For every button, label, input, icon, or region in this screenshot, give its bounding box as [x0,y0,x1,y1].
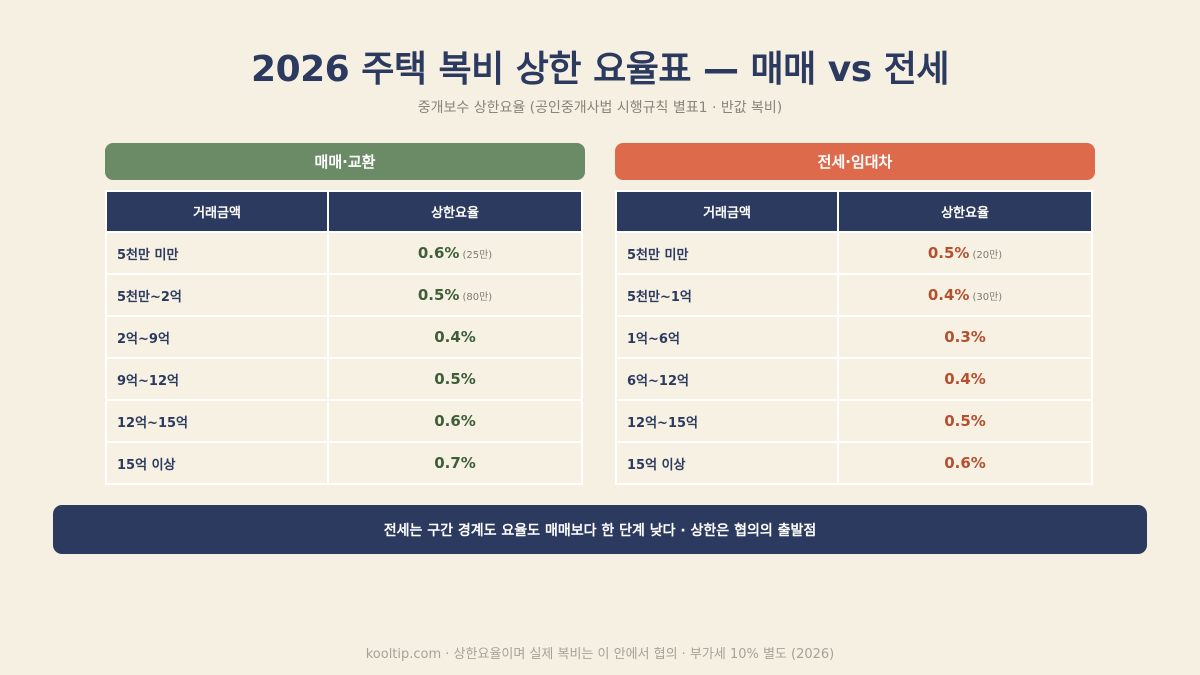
rate-value: 0.6% [434,412,476,430]
amount-range-cell: 5천만 미만 [105,231,329,275]
column-header-rate: 상한요율 [327,190,583,233]
rate-cell: 0.4% [327,315,583,359]
table-row: 6억~12억 0.4% [615,357,1093,401]
table-header-row: 거래금액 상한요율 [615,190,1093,233]
amount-range-cell: 15억 이상 [615,441,839,485]
rate-cell: 0.5% [837,399,1093,443]
rate-value: 0.6% [417,244,460,262]
table-row: 12억~15억 0.5% [615,399,1093,443]
rate-value: 0.6% [944,454,986,472]
table-header-row: 거래금액 상한요율 [105,190,583,233]
rate-cell: 0.4% [837,357,1093,401]
sale-panel: 매매·교환 거래금액 상한요율 5천만 미만 0.6% (25만) 5천만~2억 … [105,143,585,485]
rate-value: 0.5% [944,412,986,430]
sale-rate-table: 거래금액 상한요율 5천만 미만 0.6% (25만) 5천만~2억 0.5% (8… [105,190,583,485]
rate-cell: 0.6% [327,399,583,443]
page-title: 2026 주택 복비 상한 요율표 — 매매 vs 전세 [251,49,949,90]
page-subtitle: 중개보수 상한요율 (공인중개사법 시행규칙 별표1 · 반값 복비) [417,100,783,116]
rate-cell: 0.5% [327,357,583,401]
rate-value: 0.5% [434,370,476,388]
amount-range-cell: 9억~12억 [105,357,329,401]
jeonse-panel-header: 전세·임대차 [615,143,1095,180]
rate-cell: 0.6% [837,441,1093,485]
footer-note: kooltip.com · 상한요율이며 실제 복비는 이 안에서 협의 · 부… [365,647,835,662]
amount-range-cell: 15억 이상 [105,441,329,485]
table-row: 5천만~2억 0.5% (80만) [105,273,583,317]
summary-banner: 전세는 구간 경계도 요율도 매매보다 한 단계 낮다 · 상한은 협의의 출발… [53,505,1147,554]
table-row: 15억 이상 0.7% [105,441,583,485]
table-row: 2억~9억 0.4% [105,315,583,359]
table-row: 12억~15억 0.6% [105,399,583,443]
rate-value: 0.7% [434,454,476,472]
amount-range-cell: 1억~6억 [615,315,839,359]
rate-cell: 0.7% [327,441,583,485]
jeonse-panel: 전세·임대차 거래금액 상한요율 5천만 미만 0.5% (20만) 5천만~1억… [615,143,1095,485]
table-row: 9억~12억 0.5% [105,357,583,401]
rate-cap: (30만) [972,292,1003,303]
rate-value: 0.5% [417,286,460,304]
table-row: 15억 이상 0.6% [615,441,1093,485]
amount-range-cell: 2억~9억 [105,315,329,359]
rate-cell: 0.3% [837,315,1093,359]
amount-range-cell: 12억~15억 [105,399,329,443]
table-row: 5천만 미만 0.5% (20만) [615,231,1093,275]
rate-value: 0.4% [434,328,476,346]
rate-cell: 0.5% (80만) [327,273,583,317]
rate-value: 0.5% [927,244,970,262]
rate-cell: 0.4% (30만) [837,273,1093,317]
rate-cap: (80만) [462,292,493,303]
rate-value: 0.3% [944,328,986,346]
jeonse-rate-table: 거래금액 상한요율 5천만 미만 0.5% (20만) 5천만~1억 0.4% (3… [615,190,1093,485]
rate-cell: 0.5% (20만) [837,231,1093,275]
rate-cap: (20만) [972,250,1003,261]
column-header-amount: 거래금액 [615,190,839,233]
amount-range-cell: 6억~12억 [615,357,839,401]
sale-panel-header: 매매·교환 [105,143,585,180]
column-header-rate: 상한요율 [837,190,1093,233]
table-row: 5천만 미만 0.6% (25만) [105,231,583,275]
rate-cap: (25만) [462,250,493,261]
amount-range-cell: 5천만~1억 [615,273,839,317]
column-header-amount: 거래금액 [105,190,329,233]
amount-range-cell: 5천만~2억 [105,273,329,317]
rate-cell: 0.6% (25만) [327,231,583,275]
amount-range-cell: 5천만 미만 [615,231,839,275]
rate-value: 0.4% [927,286,970,304]
table-row: 1억~6억 0.3% [615,315,1093,359]
table-row: 5천만~1억 0.4% (30만) [615,273,1093,317]
rate-value: 0.4% [944,370,986,388]
amount-range-cell: 12억~15억 [615,399,839,443]
